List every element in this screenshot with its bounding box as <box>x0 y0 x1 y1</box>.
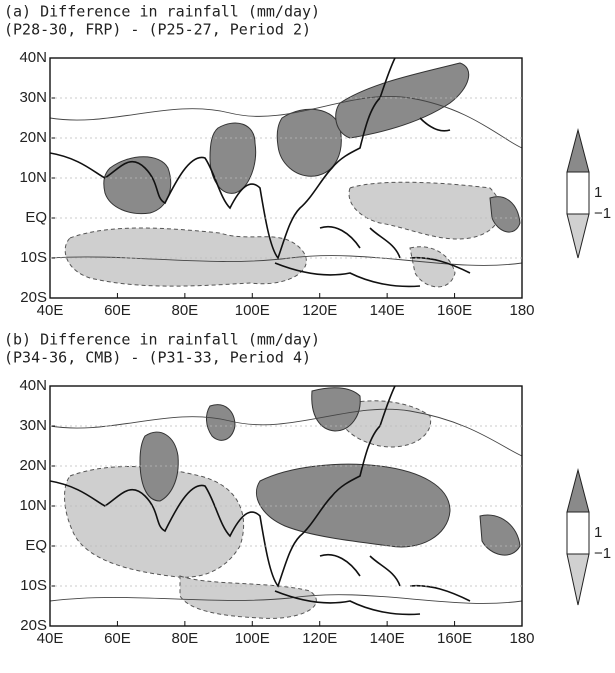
y-tick-label: 30N <box>19 417 47 434</box>
y-tick-label: 20S <box>20 289 47 306</box>
x-tick-label: 120E <box>302 302 337 319</box>
x-tick-label: 160E <box>437 630 472 647</box>
panel-title: (P28-30, FRP) - (P25-27, Period 2) <box>4 21 311 39</box>
y-tick-label: 10S <box>20 249 47 266</box>
x-tick-label: 140E <box>370 630 405 647</box>
panel-title: (P34-36, CMB) - (P31-33, Period 4) <box>4 349 311 367</box>
x-tick-label: 80E <box>172 630 199 647</box>
colorbar-a <box>566 128 590 259</box>
x-tick-label: 180 <box>509 302 534 319</box>
x-tick-label: 100E <box>235 630 270 647</box>
x-tick-label: 60E <box>104 630 131 647</box>
legend-label: −1 <box>594 205 611 222</box>
panel-title: (a) Difference in rainfall (mm/day) <box>4 3 320 21</box>
y-tick-label: 20N <box>19 457 47 474</box>
x-tick-label: 100E <box>235 302 270 319</box>
y-tick-label: 30N <box>19 89 47 106</box>
y-tick-label: EQ <box>25 209 47 226</box>
legend-label: 1 <box>594 524 602 541</box>
colorbar-b <box>566 468 590 606</box>
y-tick-label: EQ <box>25 537 47 554</box>
x-tick-label: 40E <box>37 302 64 319</box>
y-tick-label: 10N <box>19 497 47 514</box>
y-tick-label: 20N <box>19 129 47 146</box>
y-tick-label: 10N <box>19 169 47 186</box>
map-b <box>50 386 522 619</box>
x-tick-label: 160E <box>437 302 472 319</box>
panel-title: (b) Difference in rainfall (mm/day) <box>4 331 320 349</box>
legend-label: −1 <box>594 545 611 562</box>
map-a <box>50 58 522 288</box>
y-tick-label: 40N <box>19 49 47 66</box>
x-tick-label: 120E <box>302 630 337 647</box>
x-tick-label: 60E <box>104 302 131 319</box>
y-tick-label: 40N <box>19 377 47 394</box>
x-tick-label: 40E <box>37 630 64 647</box>
legend-label: 1 <box>594 184 602 201</box>
x-tick-label: 140E <box>370 302 405 319</box>
x-tick-label: 180 <box>509 630 534 647</box>
y-tick-label: 20S <box>20 617 47 634</box>
x-tick-label: 80E <box>172 302 199 319</box>
y-tick-label: 10S <box>20 577 47 594</box>
